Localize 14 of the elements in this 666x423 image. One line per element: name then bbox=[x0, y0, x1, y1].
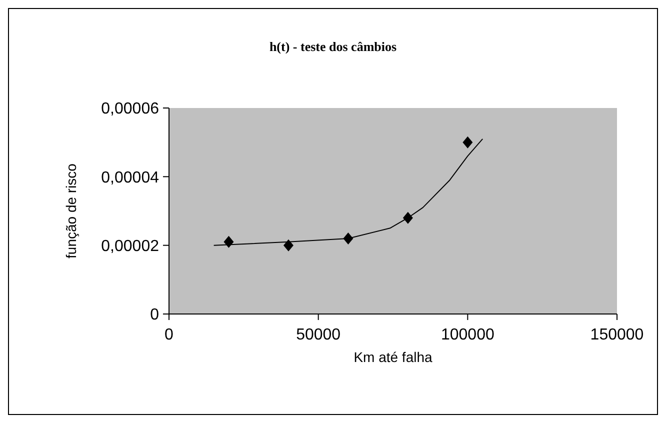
y-tick-label: 0,00006 bbox=[101, 100, 160, 118]
y-axis-title: função de risco bbox=[62, 163, 79, 258]
y-tick-label: 0,00002 bbox=[101, 238, 160, 256]
chart-title: h(t) - teste dos câmbios bbox=[268, 39, 398, 55]
x-axis-title: Km até falha bbox=[354, 349, 433, 365]
point bbox=[462, 136, 473, 148]
y-tick-label: 0 bbox=[150, 306, 160, 324]
x-tick-label: 0 bbox=[164, 326, 174, 344]
x-tick-label: 50000 bbox=[296, 326, 341, 344]
point bbox=[283, 239, 294, 252]
point bbox=[224, 236, 234, 248]
x-tick-label: 100000 bbox=[440, 326, 494, 344]
x-tick-label: 150000 bbox=[590, 326, 644, 344]
y-tick-label: 0,00004 bbox=[101, 169, 160, 186]
